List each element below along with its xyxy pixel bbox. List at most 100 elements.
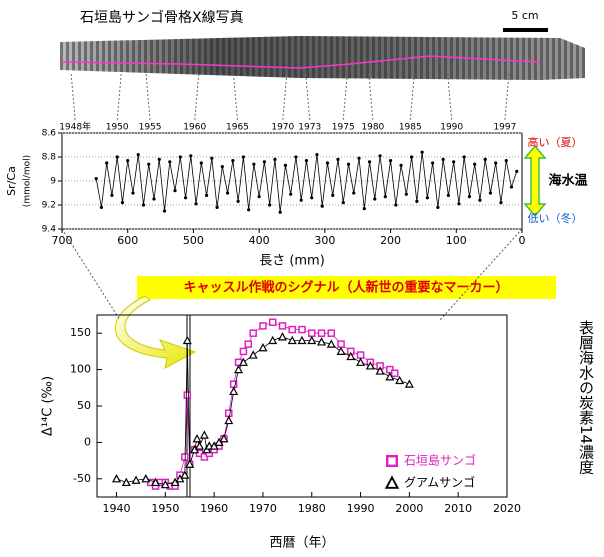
marker <box>385 372 395 381</box>
year-label: 1955 <box>139 123 162 133</box>
marker <box>404 192 408 196</box>
marker <box>404 379 414 388</box>
marker <box>452 160 456 164</box>
marker <box>199 430 209 439</box>
x-tick-label: 1970 <box>249 502 277 515</box>
marker <box>236 199 240 203</box>
x-tick-label: 500 <box>183 234 204 247</box>
marker <box>308 329 316 337</box>
marker <box>194 202 198 206</box>
marker <box>173 189 177 193</box>
marker <box>226 191 230 195</box>
marker <box>307 335 317 345</box>
marker <box>231 159 235 163</box>
connector <box>116 73 122 121</box>
year-label: 1948年 <box>59 121 91 133</box>
marker <box>162 209 167 213</box>
x-tick-label: 1940 <box>103 502 131 515</box>
marker <box>241 155 245 159</box>
marker <box>388 159 393 163</box>
year-label: 1970 <box>271 123 294 133</box>
marker <box>215 205 219 209</box>
marker <box>356 357 366 366</box>
marker <box>494 161 498 165</box>
legend-marker <box>385 454 398 467</box>
marker <box>220 165 224 169</box>
connector <box>282 73 288 121</box>
guide-lines <box>61 228 523 321</box>
year-label: 1980 <box>361 123 384 133</box>
arrow <box>114 295 197 369</box>
marker <box>268 203 272 207</box>
marker <box>238 357 248 366</box>
marker <box>499 201 503 205</box>
marker <box>473 162 477 166</box>
y-tick-label: -50 <box>73 472 91 485</box>
marker <box>373 197 377 201</box>
marker <box>357 156 361 160</box>
marker <box>204 193 209 197</box>
x-tick-label: 0 <box>519 234 526 247</box>
connector <box>145 73 151 121</box>
year-label: 1973 <box>298 123 321 133</box>
temperature-arrow <box>523 144 547 218</box>
marker <box>247 208 251 212</box>
marker <box>394 203 398 207</box>
marker <box>297 335 307 345</box>
x-tick-label: 2020 <box>493 502 521 515</box>
marker <box>160 479 170 489</box>
marker <box>504 159 508 163</box>
marker <box>105 161 109 165</box>
marker <box>446 193 450 197</box>
marker <box>219 433 229 443</box>
y-tick-label: 8.6 <box>42 129 57 139</box>
marker <box>110 193 114 197</box>
marker <box>248 350 258 359</box>
marker <box>457 202 461 206</box>
marker <box>157 157 161 161</box>
year-label: 1985 <box>399 123 422 133</box>
x-axis-label: 長さ (mm) <box>259 254 325 269</box>
marker <box>436 205 440 209</box>
marker <box>151 477 161 487</box>
legend-marker <box>384 475 400 489</box>
marker <box>431 161 435 165</box>
marker <box>317 337 327 346</box>
y-axis-label: (mmol/mol) <box>23 155 33 207</box>
marker <box>121 477 131 487</box>
marker <box>383 195 387 199</box>
marker <box>317 329 326 337</box>
x-tick-label: 1960 <box>200 502 228 515</box>
marker <box>152 197 156 201</box>
y-axis-label: Δ¹⁴C (‰) <box>41 376 56 436</box>
marker <box>141 203 146 207</box>
year-label: 1990 <box>440 123 463 133</box>
year-label: 1997 <box>493 123 516 133</box>
x-tick-label: 2010 <box>444 502 472 515</box>
marker <box>120 201 125 205</box>
marker <box>168 160 172 164</box>
marker <box>252 162 256 166</box>
banner-box <box>137 276 556 299</box>
marker <box>192 433 202 443</box>
marker <box>147 162 151 166</box>
marker <box>304 159 309 163</box>
y-tick-label: 9.2 <box>42 201 56 211</box>
marker <box>136 153 140 157</box>
marker <box>287 335 297 345</box>
marker <box>331 193 335 197</box>
x-tick-label: 1980 <box>298 502 326 515</box>
connector <box>504 73 510 121</box>
x-tick-label: 600 <box>117 234 138 247</box>
year-label: 1950 <box>106 123 129 133</box>
marker <box>194 441 205 450</box>
marker <box>315 153 319 157</box>
marker <box>199 161 203 165</box>
marker <box>346 162 351 166</box>
connector <box>232 73 238 121</box>
marker <box>488 191 493 195</box>
x-tick-label: 1990 <box>347 502 375 515</box>
marker <box>299 198 303 202</box>
marker <box>365 361 375 370</box>
marker <box>178 155 182 159</box>
